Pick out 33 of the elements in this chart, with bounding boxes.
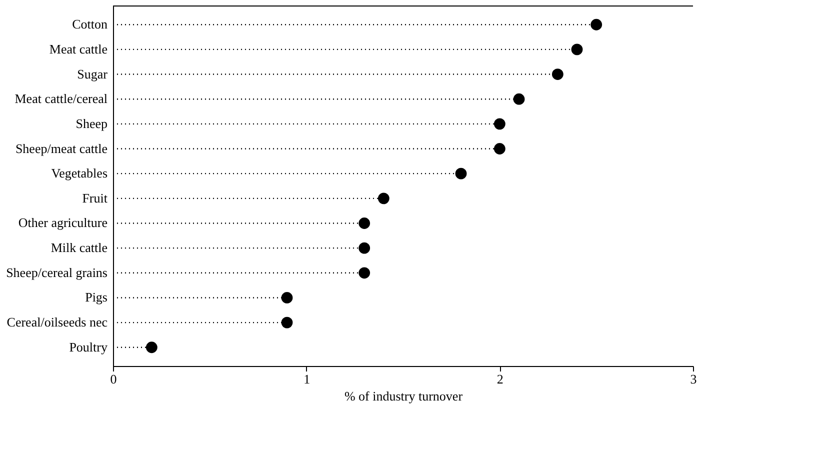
x-tick-label: 0 [110,372,117,386]
y-tick-label: Meat cattle/cereal [14,91,108,106]
point [358,242,370,254]
point [494,118,506,130]
point [513,93,525,105]
x-axis-title: % of industry turnover [344,388,464,404]
x-tick-label: 2 [496,372,504,386]
y-tick-label: Poultry [69,339,108,354]
point [455,168,467,180]
y-tick-label: Milk cattle [50,240,108,256]
x-tick-label: 1 [304,372,310,386]
y-tick-label: Sheep/cereal grains [6,264,108,280]
point [281,292,293,304]
y-tick-label: Sugar [77,66,108,82]
point [552,68,564,80]
y-tick-label: Pigs [85,290,108,305]
point [590,18,602,30]
y-tick-label: Cotton [72,16,108,32]
y-tick-label: Fruit [82,190,108,206]
point [146,342,158,354]
y-tick-label: Vegetables [51,166,108,181]
y-tick-label: Cereal/oilseeds nec [6,314,108,330]
point [378,192,390,204]
y-tick-label: Other agriculture [18,215,108,230]
y-tick-label: Sheep/meat cattle [15,140,108,156]
y-tick-label: Meat cattle [49,41,108,56]
point [494,143,506,154]
point [281,316,293,328]
x-tick-label: 3 [690,372,697,386]
point [358,267,370,279]
point [358,218,370,229]
y-tick-label: Sheep [76,116,108,131]
point [571,44,583,56]
